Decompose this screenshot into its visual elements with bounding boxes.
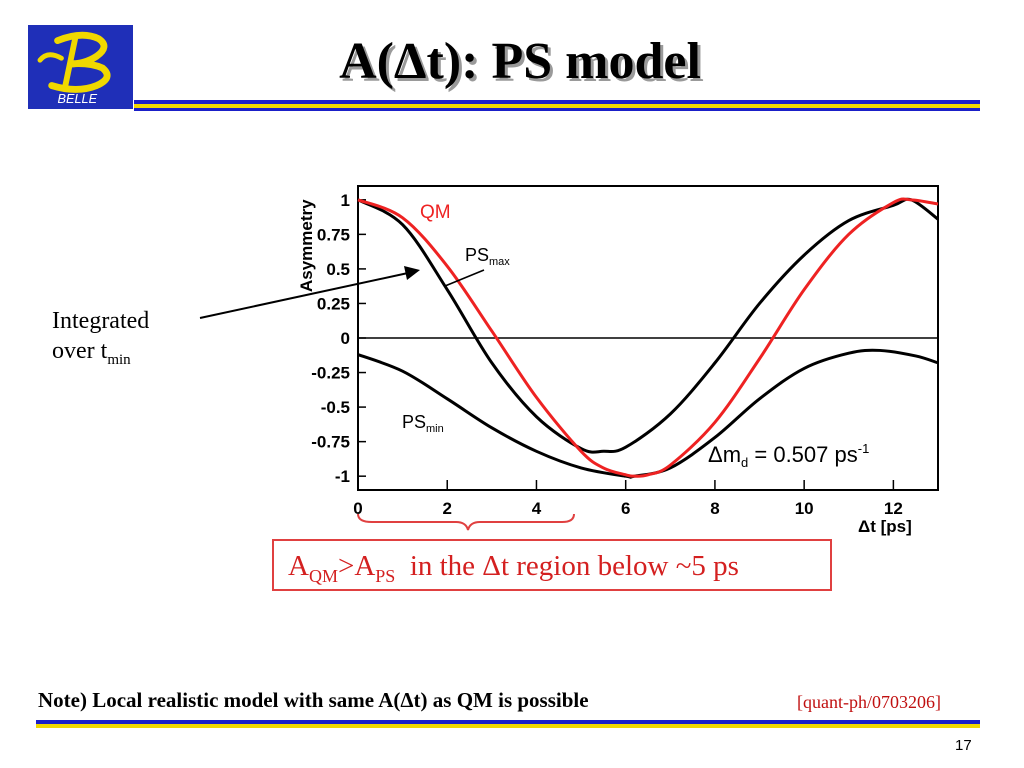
y-axis-ticks: 1 0.75 0.5 0.25 0 -0.25 -0.5 -0.75 -1 [311, 191, 366, 486]
y-tick-label: 0.25 [317, 294, 350, 313]
note-text: Note) Local realistic model with same A(… [38, 688, 589, 712]
y-axis-label: Asymmetry [297, 199, 316, 292]
title-underline-blue-2 [134, 108, 980, 111]
y-tick-label: -0.5 [321, 398, 350, 417]
x-tick-label: 0 [353, 499, 362, 518]
conclusion-a-sub: QM [308, 565, 338, 586]
y-tick-label: 0 [341, 329, 350, 348]
integrated-line2-sub: min [107, 351, 131, 368]
x-tick-label: 12 [884, 499, 903, 518]
x-tick-label: 4 [532, 499, 542, 518]
conclusion-box: AQM>APS in the Δt region below ~5 ps [272, 539, 832, 591]
series-label-psmin-sub: min [426, 423, 444, 435]
y-tick-label: 0.5 [326, 260, 350, 279]
x-tick-label: 10 [795, 499, 814, 518]
x-tick-label: 2 [442, 499, 451, 518]
x-tick-label: 8 [710, 499, 719, 518]
x-axis-label: Δt [ps] [858, 517, 912, 536]
y-tick-label: 1 [341, 191, 350, 210]
region-brace [357, 513, 575, 531]
series-label-psmin: PSmin [402, 412, 444, 435]
curves [357, 197, 939, 479]
asymmetry-chart: 10.750.50.250-0.25-0.5-0.75-1 0 2 4 6 8 10 12 … [297, 185, 939, 536]
integrated-line2-main: over t [52, 338, 108, 364]
delta-m-annotation: Δmd = 0.507 ps-1 [708, 441, 869, 470]
delta-m-sup: -1 [858, 441, 870, 456]
series-label-qm: QM [420, 202, 451, 223]
conclusion-rest: in the Δt region below ~5 ps [395, 550, 739, 582]
logo-text: BELLE [58, 92, 98, 106]
belle-logo-mark: BELLE [37, 31, 111, 106]
y-tick-label: -0.25 [311, 364, 350, 383]
conclusion-a: A [288, 550, 309, 582]
conclusion-b-sub: PS [375, 565, 396, 586]
title-underline-yellow [134, 104, 980, 108]
series-line-ps-max [357, 197, 939, 454]
footer-bar-blue [36, 720, 980, 724]
series-label-psmax-main: PS [465, 245, 489, 265]
title-underline-blue [134, 100, 980, 104]
delta-m-sub: d [741, 455, 748, 470]
y-tick-label: 0.75 [317, 225, 350, 244]
page-number: 17 [955, 737, 972, 754]
conclusion-gt: >A [337, 550, 376, 582]
x-tick-label: 6 [621, 499, 630, 518]
footer-bar-yellow [36, 724, 980, 728]
series-label-psmax-sub: max [489, 256, 510, 268]
series-line-qm [357, 197, 939, 478]
delta-m-value: = 0.507 ps [748, 442, 857, 467]
psmax-pointer [444, 269, 485, 287]
belle-logo: BELLE [27, 24, 134, 110]
y-tick-label: -1 [335, 467, 350, 486]
slide-title: A(Δt): PS model [339, 33, 701, 90]
integrated-line2: over tmin [52, 336, 149, 375]
x-axis-ticks: 0 2 4 6 8 10 12 [353, 480, 903, 518]
series-label-psmin-main: PS [402, 412, 426, 432]
delta-m-main: Δm [708, 442, 741, 467]
series-label-psmax: PSmax [465, 245, 510, 268]
integrated-annotation: Integrated over tmin [52, 306, 149, 375]
integrated-line1: Integrated [52, 308, 150, 334]
y-tick-label: -0.75 [311, 433, 350, 452]
reference-text: [quant-ph/0703206] [797, 692, 941, 712]
